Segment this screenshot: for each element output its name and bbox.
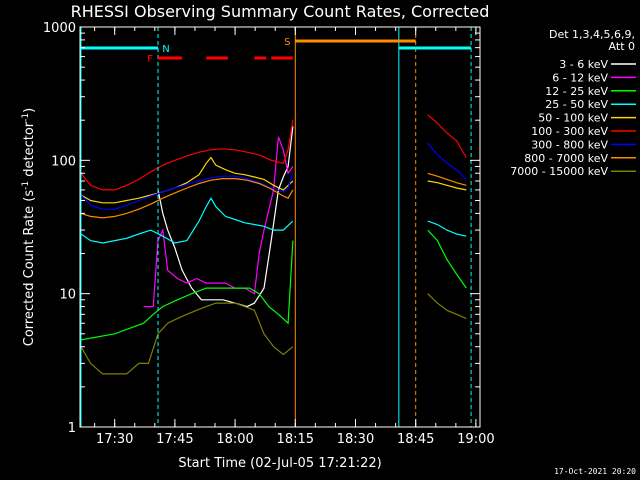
x-tick-label: 18:00 [216, 432, 253, 447]
x-tick-label: 19:00 [457, 432, 494, 447]
legend-label: 25 - 50 keV [545, 98, 608, 111]
series-7000-15000-kev-sega [80, 302, 294, 375]
x-axis-label: Start Time (02-Jul-05 17:21:22) [178, 456, 381, 471]
legend-label: 12 - 25 keV [545, 85, 608, 98]
flag-n-label: N [162, 44, 169, 55]
series-800-7000-kev-sega [80, 178, 294, 219]
x-tick-label: 17:30 [96, 432, 133, 447]
flag-f-label: F [147, 54, 153, 65]
legend-label: 100 - 300 keV [531, 125, 608, 138]
x-axis-ticks: 17:30 17:45 18:00 18:15 18:30 18:45 19:00 [94, 27, 495, 447]
series-12-25-kev-sega [80, 240, 294, 341]
legend-label: 300 - 800 keV [531, 138, 608, 151]
series-12-25-kev-segb [427, 229, 467, 289]
legend-label: 7000 - 15000 keV [510, 165, 608, 178]
y-tick-label: 10 [59, 288, 76, 303]
series-800-7000-kev-segb [427, 172, 467, 186]
y-axis-label: Corrected Count Rate (s-1 detector-1) [21, 108, 37, 346]
legend-label: 800 - 7000 keV [524, 152, 608, 165]
x-tick-label: 17:45 [156, 432, 193, 447]
series-7000-15000-kev-segb [427, 293, 467, 320]
x-tick-label: 18:15 [277, 432, 314, 447]
plot-frame [79, 26, 481, 428]
series-25-50-kev-segb [427, 220, 467, 237]
legend-header-1: Det 1,3,4,5,6,9, [549, 28, 635, 41]
series-100-300-kev-segb [427, 114, 467, 158]
y-tick-label: 1 [68, 421, 76, 436]
chart-title: RHESSI Observing Summary Count Rates, Co… [71, 2, 490, 21]
flag-bars: N S F [80, 37, 472, 65]
series-50-100-kev-segb [427, 180, 467, 191]
legend-label: 50 - 100 keV [538, 112, 608, 125]
legend-header-2: Att 0 [609, 40, 635, 53]
series-300-800-kev-sega [80, 173, 294, 210]
series-300-800-kev-segb [427, 142, 467, 180]
series-traces [80, 114, 467, 375]
x-tick-label: 18:30 [337, 432, 374, 447]
series-6-12-kev-sega [143, 136, 294, 308]
series-100-300-kev-sega [80, 120, 294, 191]
series-25-50-kev-sega [80, 196, 294, 244]
flag-s-label: S [284, 37, 290, 48]
y-tick-label: 100 [51, 154, 76, 169]
x-tick-label: 18:45 [397, 432, 434, 447]
legend-label: 6 - 12 keV [552, 71, 608, 84]
attenuator-state-lines [80, 27, 472, 427]
y-axis-ticks: 1 10 100 1000 [43, 21, 480, 436]
footer-date: 17-Oct-2021 20:20 [554, 467, 636, 476]
y-tick-label: 1000 [43, 21, 76, 36]
legend-label: 3 - 6 keV [559, 58, 608, 71]
series-50-100-kev-sega [80, 156, 294, 204]
